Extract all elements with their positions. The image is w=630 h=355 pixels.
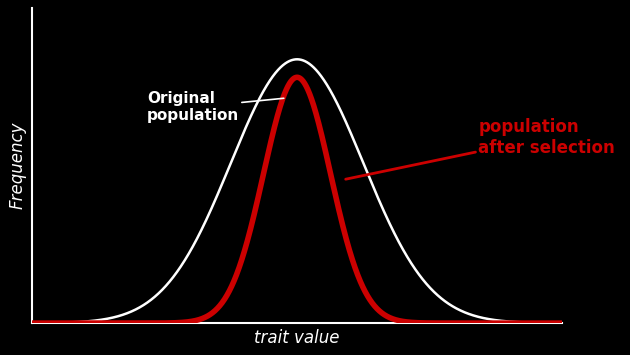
- Text: Original
population: Original population: [147, 91, 284, 124]
- Text: population
after selection: population after selection: [346, 118, 615, 179]
- X-axis label: trait value: trait value: [255, 329, 340, 347]
- Y-axis label: Frequency: Frequency: [8, 122, 26, 209]
